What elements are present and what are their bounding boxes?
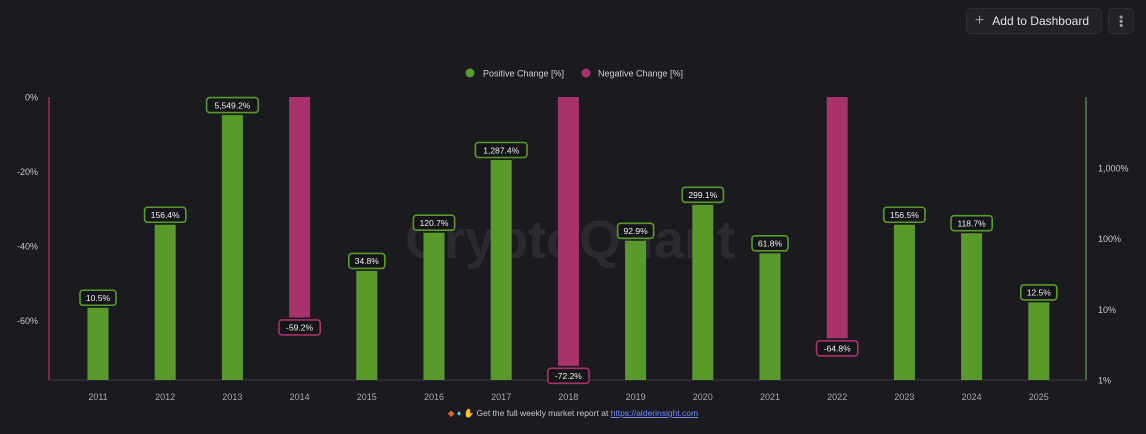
right-tick-label: 1,000% <box>1098 163 1129 173</box>
x-tick-label: 2018 <box>558 392 578 402</box>
x-tick-label: 2015 <box>357 392 377 402</box>
raised-hands-icon: ✋ <box>463 408 475 418</box>
bar-negative <box>557 97 579 366</box>
x-tick-label: 2023 <box>894 392 914 402</box>
data-label-box-positive <box>143 206 187 224</box>
data-label-positive: 12.5% <box>1027 288 1052 298</box>
x-tick-label: 2014 <box>290 392 310 402</box>
data-label-box-positive <box>1019 284 1058 301</box>
bar-positive <box>154 224 176 380</box>
x-tick-label: 2022 <box>827 392 847 402</box>
data-label-box-positive <box>616 222 655 240</box>
x-tick-label: 2024 <box>962 392 982 402</box>
data-label-box-positive <box>950 214 994 232</box>
bar-negative <box>826 97 848 339</box>
legend-marker-positive <box>465 68 475 78</box>
bar-positive <box>87 307 109 380</box>
legend-label-negative: Negative Change [%] <box>598 69 683 79</box>
x-tick-label: 2025 <box>1029 392 1049 402</box>
data-label-positive: 156.4% <box>151 210 180 220</box>
data-label-positive: 34.8% <box>355 256 380 266</box>
data-label-negative: -64.8% <box>824 344 851 354</box>
data-label-box-negative <box>546 367 590 385</box>
left-tick-label: -40% <box>17 241 38 251</box>
data-label-positive: 10.5% <box>86 293 111 303</box>
data-label-box-positive <box>751 234 789 252</box>
right-tick-label: 1% <box>1098 376 1111 386</box>
legend-label-positive: Positive Change [%] <box>483 69 564 79</box>
data-label-box-positive <box>79 289 117 307</box>
add-to-dashboard-button[interactable]: + Add to Dashboard <box>965 8 1102 34</box>
left-tick-label: -20% <box>17 167 38 177</box>
more-options-button[interactable]: ••• <box>1108 8 1134 34</box>
data-label-positive: 1,287.4% <box>483 145 519 155</box>
bar-positive <box>423 232 445 380</box>
data-label-box-negative <box>815 339 859 357</box>
data-label-box-negative <box>278 319 322 336</box>
x-tick-label: 2021 <box>760 392 780 402</box>
bar-negative <box>289 97 311 318</box>
data-label-positive: 118.7% <box>957 219 986 229</box>
left-tick-label: 0% <box>25 93 38 103</box>
bar-positive <box>1028 302 1050 380</box>
data-label-positive: 92.9% <box>624 226 649 236</box>
gem-icon: ♦ <box>456 408 462 418</box>
bar-positive <box>356 270 378 380</box>
data-label-box-positive <box>474 141 528 159</box>
add-to-dashboard-label: Add to Dashboard <box>992 14 1089 28</box>
bar-positive <box>759 253 781 380</box>
right-tick-label: 100% <box>1098 234 1121 244</box>
data-label-positive: 156.5% <box>890 210 919 220</box>
x-tick-label: 2013 <box>222 392 242 402</box>
x-tick-label: 2020 <box>693 392 713 402</box>
left-tick-label: -60% <box>17 316 38 326</box>
bar-positive <box>961 233 983 380</box>
x-tick-label: 2016 <box>424 392 444 402</box>
footer-link[interactable]: https://alderinsight.com <box>610 408 699 418</box>
data-label-box-positive <box>681 186 725 204</box>
data-label-positive: 61.8% <box>758 239 783 249</box>
data-label-positive: 299.1% <box>688 190 717 200</box>
data-label-positive: 5,549.2% <box>214 100 250 110</box>
data-label-box-positive <box>412 214 456 232</box>
data-label-positive: 120.7% <box>420 218 449 228</box>
diamond-icon: ◆ <box>447 408 455 418</box>
right-tick-label: 10% <box>1098 305 1116 315</box>
x-tick-label: 2019 <box>626 392 646 402</box>
data-label-negative: -72.2% <box>555 371 582 381</box>
footer-note: ◆ ♦ ✋ Get the full weekly market report … <box>0 408 1146 419</box>
bar-positive <box>490 159 512 380</box>
bar-positive <box>692 204 714 380</box>
bar-positive <box>893 224 915 380</box>
x-tick-label: 2012 <box>155 392 175 402</box>
more-vertical-icon: ••• <box>1114 14 1128 28</box>
footer-text: Get the full weekly market report at <box>476 408 609 418</box>
data-label-box-positive <box>205 96 260 114</box>
x-tick-label: 2017 <box>491 392 511 402</box>
chart-toolbar: + Add to Dashboard ••• <box>965 8 1134 34</box>
bar-positive <box>221 115 243 380</box>
legend-marker-negative <box>581 68 591 78</box>
data-label-negative: -59.2% <box>286 323 313 333</box>
plus-icon: + <box>974 12 985 29</box>
data-label-box-positive <box>347 252 386 270</box>
bar-positive <box>625 240 647 380</box>
x-tick-label: 2011 <box>88 392 107 402</box>
data-label-box-positive <box>882 206 926 224</box>
